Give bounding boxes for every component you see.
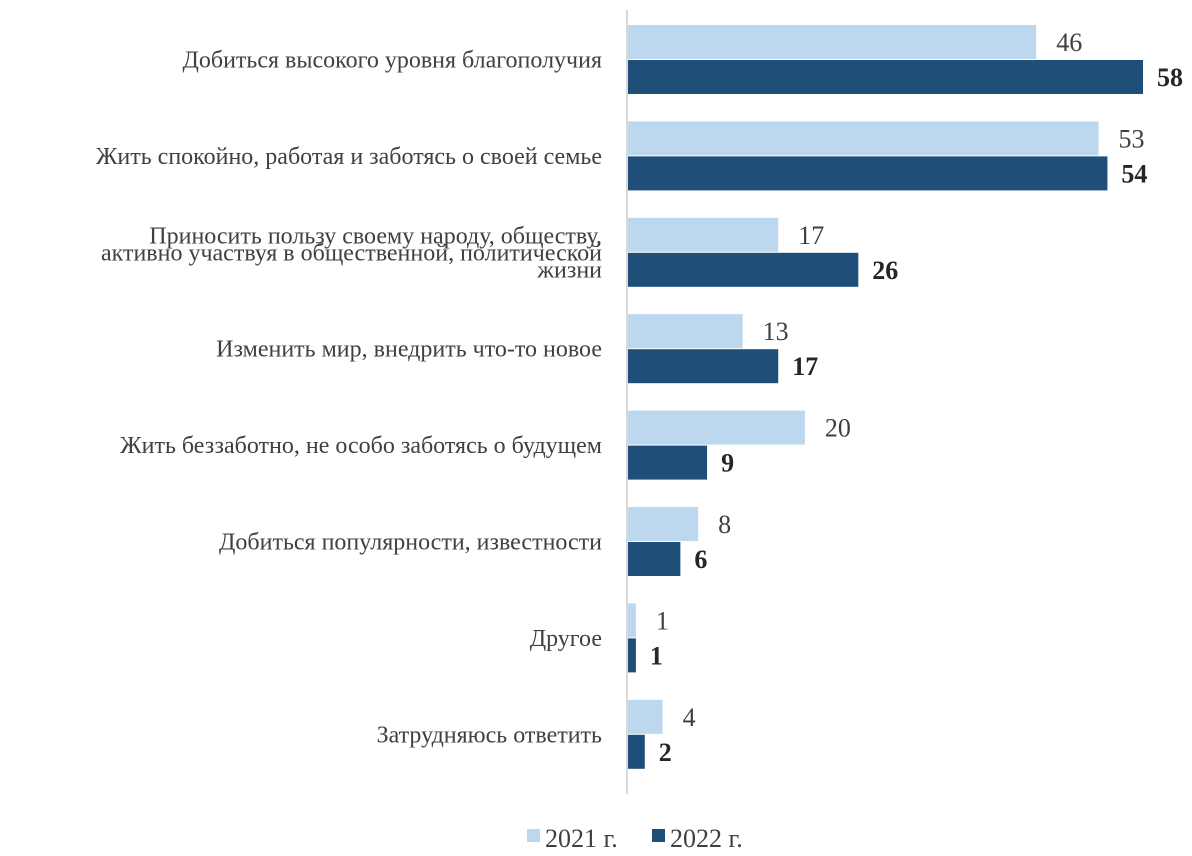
bar-2022-7 (627, 638, 636, 673)
data-label-2022-6: 6 (694, 545, 707, 574)
data-label-2021-4: 13 (763, 317, 789, 346)
data-label-2021-7: 1 (656, 606, 669, 635)
category-label-1: Добиться высокого уровня благополучия (182, 48, 602, 74)
data-label-2022-1: 58 (1157, 63, 1183, 92)
bar-2022-1 (627, 60, 1143, 94)
data-label-2021-1: 46 (1056, 28, 1082, 57)
bar-2022-5 (627, 445, 708, 480)
data-label-2022-7: 1 (650, 641, 663, 670)
bar-2021-3 (627, 217, 779, 252)
legend-label-2021: 2021 г. (545, 824, 618, 853)
category-labels-group: Добиться высокого уровня благополучия Жит… (96, 48, 602, 749)
bar-2021-4 (627, 314, 743, 349)
data-label-2021-5: 20 (825, 414, 851, 443)
bar-2021-8 (627, 699, 663, 734)
data-label-2022-3: 26 (872, 256, 898, 285)
category-label-2: Жить спокойно, работая и заботясь о свое… (96, 144, 602, 170)
data-label-2021-8: 4 (683, 703, 696, 732)
bar-2021-1 (627, 25, 1037, 59)
bar-2021-5 (627, 410, 805, 445)
data-label-2021-2: 53 (1119, 124, 1145, 153)
legend-swatch-2021 (527, 829, 540, 842)
category-label-3: Приносить пользу своему народу, обществу… (101, 223, 602, 283)
data-label-2021-3: 17 (798, 221, 824, 250)
category-label-6: Добиться популярности, известности (219, 530, 602, 556)
data-label-2021-6: 8 (718, 510, 731, 539)
data-label-2022-4: 17 (792, 352, 818, 381)
legend-label-2022: 2022 г. (670, 824, 743, 853)
bar-2022-6 (627, 542, 681, 576)
bar-2022-8 (627, 734, 645, 769)
bar-2022-2 (627, 156, 1108, 191)
legend-swatch-2022 (652, 829, 665, 842)
data-label-2022-8: 2 (659, 738, 672, 767)
data-label-2022-2: 54 (1121, 159, 1147, 188)
data-label-2022-5: 9 (721, 449, 734, 478)
bar-2022-4 (627, 349, 779, 384)
bar-2021-2 (627, 121, 1099, 156)
bar-2022-3 (627, 252, 859, 287)
legend: 2021 г. 2022 г. (527, 824, 743, 853)
category-label-4: Изменить мир, внедрить что-то новое (216, 337, 602, 363)
category-label-7: Другое (530, 626, 602, 652)
bar-2021-6 (627, 507, 699, 541)
bar-2021-7 (627, 603, 636, 638)
category-label-5: Жить беззаботно, не особо заботясь о буд… (120, 433, 602, 459)
category-label-8: Затрудняюсь ответить (377, 722, 602, 748)
